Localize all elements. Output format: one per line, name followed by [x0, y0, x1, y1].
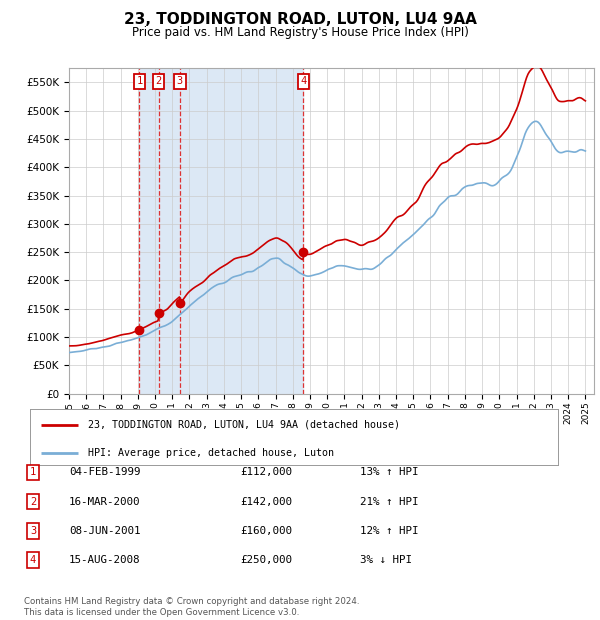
Text: 1: 1	[136, 76, 143, 86]
Text: £112,000: £112,000	[240, 467, 292, 477]
Text: £142,000: £142,000	[240, 497, 292, 507]
Text: Contains HM Land Registry data © Crown copyright and database right 2024.
This d: Contains HM Land Registry data © Crown c…	[24, 598, 359, 617]
Text: 04-FEB-1999: 04-FEB-1999	[69, 467, 140, 477]
Text: 13% ↑ HPI: 13% ↑ HPI	[360, 467, 419, 477]
Text: 3% ↓ HPI: 3% ↓ HPI	[360, 555, 412, 565]
Text: 16-MAR-2000: 16-MAR-2000	[69, 497, 140, 507]
Text: 23, TODDINGTON ROAD, LUTON, LU4 9AA (detached house): 23, TODDINGTON ROAD, LUTON, LU4 9AA (det…	[88, 420, 400, 430]
Text: 2: 2	[155, 76, 162, 86]
Text: HPI: Average price, detached house, Luton: HPI: Average price, detached house, Luto…	[88, 448, 334, 458]
Text: 23, TODDINGTON ROAD, LUTON, LU4 9AA: 23, TODDINGTON ROAD, LUTON, LU4 9AA	[124, 12, 476, 27]
Text: 08-JUN-2001: 08-JUN-2001	[69, 526, 140, 536]
Text: £160,000: £160,000	[240, 526, 292, 536]
Text: 4: 4	[301, 76, 307, 86]
Text: 4: 4	[30, 555, 36, 565]
Text: 3: 3	[30, 526, 36, 536]
Text: 12% ↑ HPI: 12% ↑ HPI	[360, 526, 419, 536]
Text: 21% ↑ HPI: 21% ↑ HPI	[360, 497, 419, 507]
Text: Price paid vs. HM Land Registry's House Price Index (HPI): Price paid vs. HM Land Registry's House …	[131, 26, 469, 39]
Text: 15-AUG-2008: 15-AUG-2008	[69, 555, 140, 565]
Text: £250,000: £250,000	[240, 555, 292, 565]
Text: 1: 1	[30, 467, 36, 477]
Text: 3: 3	[177, 76, 183, 86]
Text: 2: 2	[30, 497, 36, 507]
Bar	[139, 68, 304, 394]
